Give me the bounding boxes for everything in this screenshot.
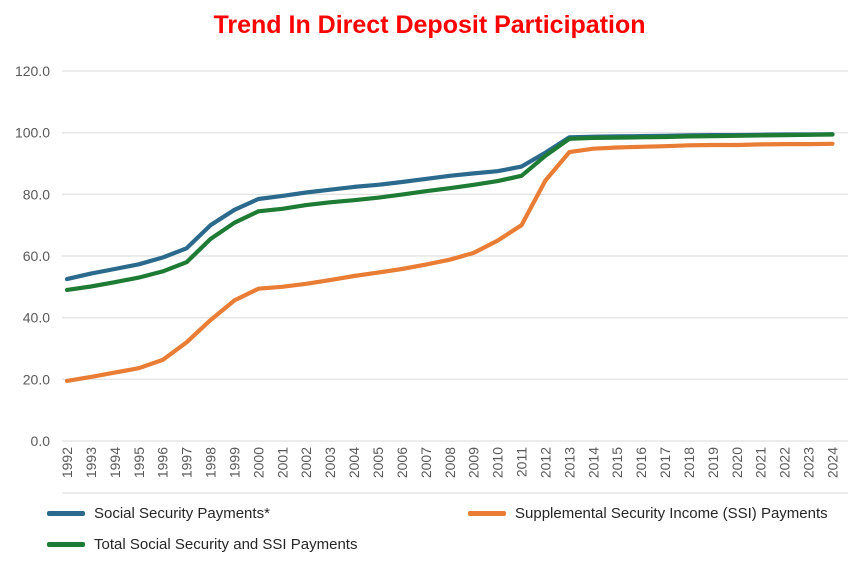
x-axis-tick-label: 2005 bbox=[370, 447, 386, 478]
y-axis-tick-label: 60.0 bbox=[23, 248, 50, 264]
y-axis-tick-label: 0.0 bbox=[31, 433, 51, 449]
x-axis-tick-label: 2024 bbox=[825, 447, 841, 478]
y-axis-tick-label: 80.0 bbox=[23, 186, 50, 202]
series-line-total bbox=[64, 132, 835, 292]
x-axis-tick-label: 2021 bbox=[753, 447, 769, 478]
legend-label-total: Total Social Security and SSI Payments bbox=[94, 536, 358, 553]
x-axis-tick-label: 2016 bbox=[633, 447, 649, 478]
x-axis-tick-label: 2006 bbox=[394, 447, 410, 478]
legend-swatch-ssi bbox=[468, 511, 506, 516]
series-line-ssi bbox=[64, 141, 835, 383]
plot-area: 120.0 100.0 80.0 60.0 40.0 20.0 0.0 1992 1993 199… bbox=[15, 63, 848, 494]
x-axis-tick-label: 2012 bbox=[537, 447, 553, 478]
legend-label-social-security: Social Security Payments* bbox=[94, 505, 270, 522]
x-axis-tick-label: 2013 bbox=[561, 447, 577, 478]
legend-item-social-security: Social Security Payments* bbox=[47, 505, 270, 522]
chart-title: Trend In Direct Deposit Participation bbox=[213, 11, 646, 39]
x-axis-tick-label: 2022 bbox=[777, 447, 793, 478]
x-axis-tick-label: 2009 bbox=[466, 447, 482, 478]
x-axis-tick-label: 2002 bbox=[298, 447, 314, 478]
x-axis-tick-label: 2004 bbox=[346, 447, 362, 478]
x-axis-tick-label: 2010 bbox=[490, 447, 506, 478]
y-axis-tick-label: 100.0 bbox=[15, 125, 50, 141]
y-axis-tick-label: 40.0 bbox=[23, 310, 50, 326]
x-axis-tick-label: 2008 bbox=[442, 447, 458, 478]
x-axis-tick-label: 2020 bbox=[729, 447, 745, 478]
x-axis-tick-label: 2017 bbox=[657, 447, 673, 478]
x-axis-tick-label: 2007 bbox=[418, 447, 434, 478]
x-axis-tick-label: 1995 bbox=[131, 447, 147, 478]
legend-swatch-social-security bbox=[47, 511, 85, 516]
x-axis-tick-label: 1997 bbox=[179, 447, 195, 478]
x-axis-tick-label: 1994 bbox=[107, 447, 123, 478]
x-axis-tick-label: 2015 bbox=[609, 447, 625, 478]
legend-swatch-total bbox=[47, 542, 85, 547]
x-axis-tick-label: 2023 bbox=[801, 447, 817, 478]
x-axis-tick-label: 1992 bbox=[59, 447, 75, 478]
legend-item-ssi: Supplemental Security Income (SSI) Payme… bbox=[468, 505, 828, 522]
x-axis-tick-label: 1999 bbox=[227, 447, 243, 478]
x-axis-tick-label: 2000 bbox=[250, 447, 266, 478]
legend-label-ssi: Supplemental Security Income (SSI) Payme… bbox=[515, 505, 828, 522]
x-axis-tick-label: 2014 bbox=[585, 447, 601, 478]
x-axis-tick-label: 2003 bbox=[322, 447, 338, 478]
x-axis-tick-label: 1998 bbox=[203, 447, 219, 478]
y-axis-tick-label: 120.0 bbox=[15, 63, 50, 79]
x-axis-tick-label: 1996 bbox=[155, 447, 171, 478]
x-axis-tick-label: 2011 bbox=[514, 447, 530, 477]
x-axis-tick-label: 2019 bbox=[705, 447, 721, 478]
x-axis-tick-label: 1993 bbox=[83, 447, 99, 478]
x-axis-tick-label: 2001 bbox=[274, 447, 290, 478]
legend-item-total: Total Social Security and SSI Payments bbox=[47, 536, 357, 553]
series-line-social-security bbox=[64, 132, 835, 282]
y-axis-tick-label: 20.0 bbox=[23, 371, 50, 387]
x-axis-tick-label: 2018 bbox=[681, 447, 697, 478]
